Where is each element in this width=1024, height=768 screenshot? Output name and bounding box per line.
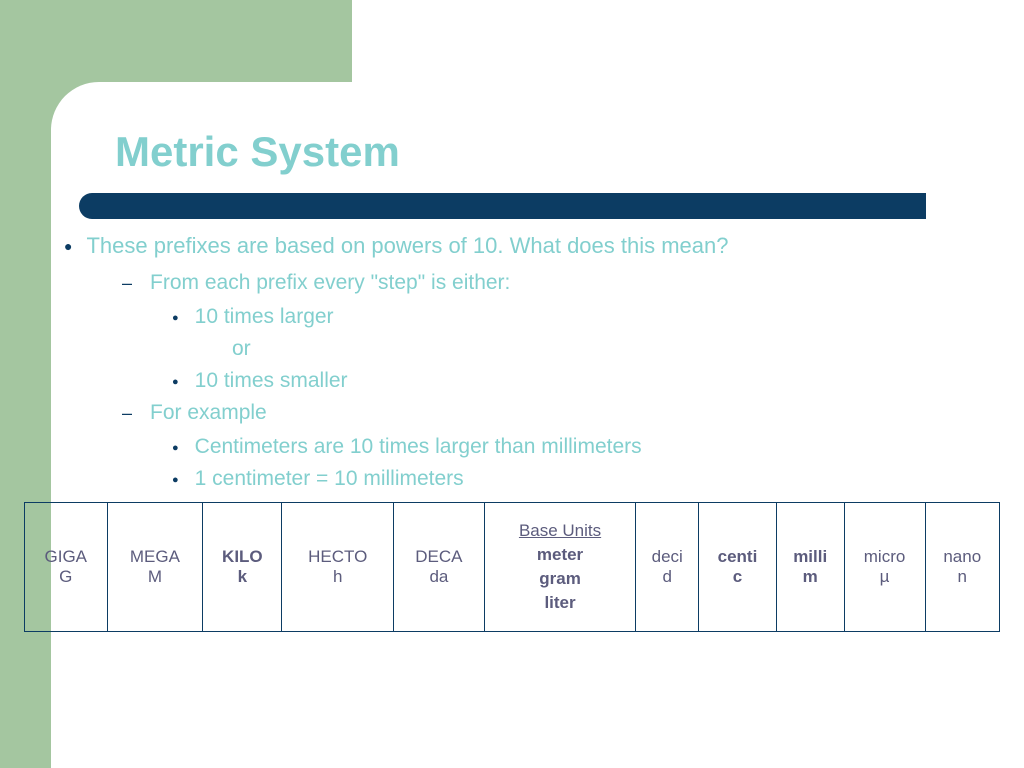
cell-hecto: HECTOh [282,503,394,632]
title-underline [79,193,926,219]
cell-giga: GIGAG [25,503,108,632]
bullet-sub1: From each prefix every "step" is either: [122,271,964,295]
cell-milli: millim [776,503,844,632]
bullet-sub2-b: 1 centimeter = 10 millimeters [172,467,964,491]
bullet-sub2: For example [122,401,964,425]
slide-title: Metric System [115,128,400,176]
bullet-sub1-or: or [232,337,964,361]
cell-kilo: KILOk [203,503,282,632]
cell-centi: centic [699,503,777,632]
cell-deci: decid [636,503,699,632]
prefix-row: GIGAG MEGAM KILOk HECTOh DECAda Base Uni… [25,503,1000,632]
slide-body: These prefixes are based on powers of 10… [64,233,964,499]
cell-deca: DECAda [394,503,485,632]
cell-mega: MEGAM [107,503,203,632]
cell-nano: nanon [925,503,1000,632]
bullet-sub1-b: 10 times smaller [172,369,964,393]
cell-micro: microµ [844,503,925,632]
bullet-sub2-a: Centimeters are 10 times larger than mil… [172,435,964,459]
prefix-table: GIGAG MEGAM KILOk HECTOh DECAda Base Uni… [24,502,1000,632]
cell-base: Base Units meter gram liter [484,503,636,632]
bullet-main: These prefixes are based on powers of 10… [64,233,964,259]
bullet-sub1-a: 10 times larger [172,305,964,329]
